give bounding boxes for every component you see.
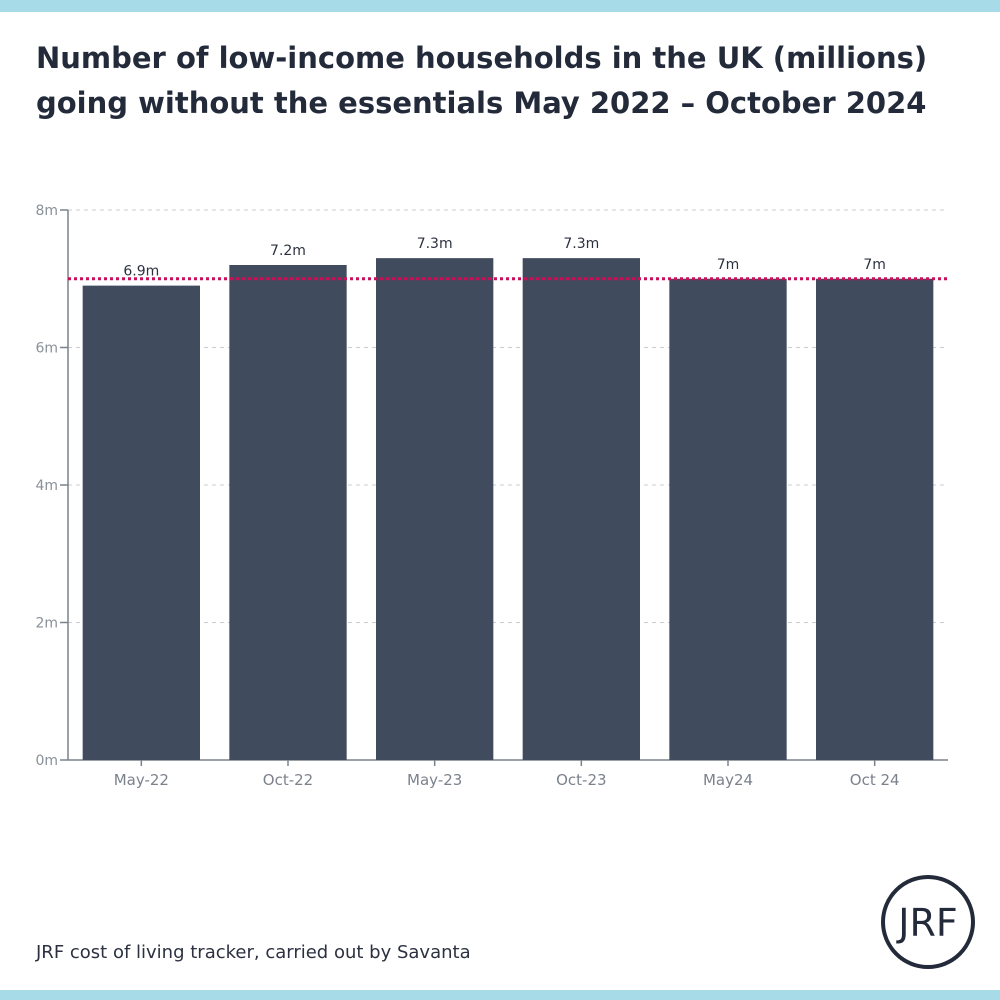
data-label: 6.9m	[123, 264, 159, 280]
bar	[522, 258, 640, 760]
chart-title: Number of low-income households in the U…	[36, 36, 966, 126]
jrf-logo: JRF	[881, 875, 975, 969]
jrf-logo-text: JRF	[896, 901, 957, 945]
bar	[669, 278, 787, 760]
source-note: JRF cost of living tracker, carried out …	[36, 942, 471, 963]
bar	[376, 258, 494, 760]
top-accent-stripe	[0, 0, 1000, 12]
y-tick-label: 6m	[35, 341, 58, 357]
x-tick-label: May-23	[407, 771, 462, 789]
x-tick-label: May24	[703, 771, 753, 789]
data-label: 7.3m	[417, 236, 453, 252]
y-tick-label: 0m	[35, 753, 58, 769]
data-label: 7.2m	[270, 243, 306, 259]
chart-title-line-1: Number of low-income households in the U…	[36, 41, 928, 75]
x-tick-label: May-22	[114, 771, 169, 789]
data-label: 7.3m	[563, 236, 599, 252]
bar	[816, 278, 934, 760]
y-tick-label: 4m	[35, 478, 58, 494]
x-tick-label: Oct-22	[263, 771, 313, 789]
chart-title-line-2: going without the essentials May 2022 – …	[36, 86, 927, 120]
y-tick-label: 2m	[35, 616, 58, 632]
data-label: 7m	[717, 257, 740, 273]
x-tick-label: Oct 24	[850, 771, 900, 789]
bottom-accent-stripe	[0, 990, 1000, 1000]
bar	[82, 285, 200, 760]
bar	[229, 265, 347, 760]
data-label: 7m	[863, 257, 886, 273]
y-tick-label: 8m	[35, 203, 58, 219]
x-tick-label: Oct-23	[556, 771, 606, 789]
